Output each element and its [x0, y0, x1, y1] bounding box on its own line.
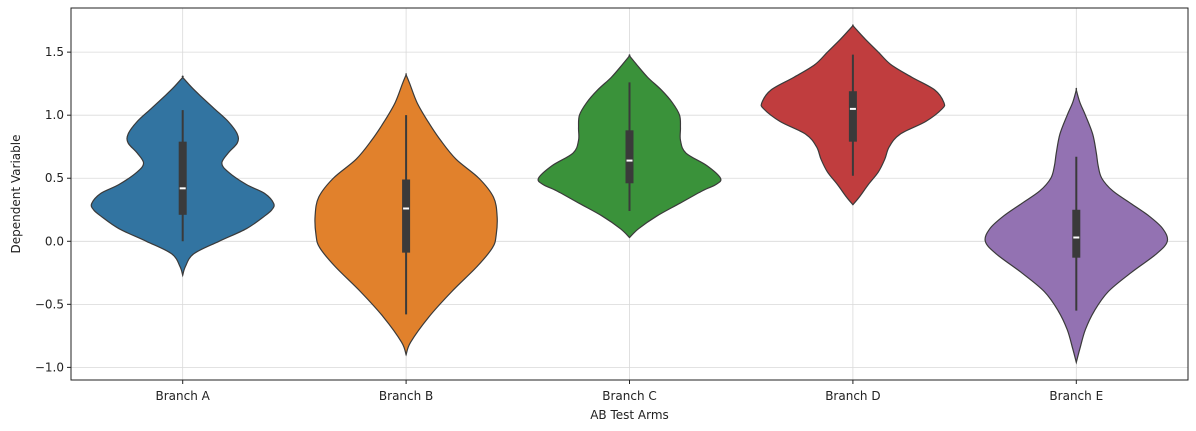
- violin-branch-d: [760, 24, 946, 206]
- x-tick-label: Branch E: [1049, 389, 1103, 403]
- y-tick-label: 0.5: [45, 171, 64, 185]
- violin-layer: [90, 24, 1169, 365]
- iqr-box: [848, 91, 857, 142]
- iqr-box: [1072, 209, 1081, 258]
- tick-layer: −1.0 −0.5 0.0 0.5 1.0 1.5 Branch A Branch B Bran…: [35, 45, 1103, 403]
- violin-branch-c: [537, 54, 722, 239]
- y-tick-label: 1.0: [45, 108, 64, 122]
- violin-branch-e: [984, 87, 1169, 365]
- y-tick-label: 0.0: [45, 234, 64, 248]
- y-tick-label: 1.5: [45, 45, 64, 59]
- x-tick-label: Branch C: [602, 389, 657, 403]
- y-axis-label: Dependent Variable: [9, 135, 23, 254]
- y-tick-label: −1.0: [35, 360, 64, 374]
- iqr-box: [402, 179, 411, 253]
- x-tick-label: Branch B: [379, 389, 433, 403]
- violin-branch-b: [314, 73, 498, 357]
- x-axis-label: AB Test Arms: [590, 408, 669, 422]
- iqr-box: [178, 141, 187, 215]
- y-tick-label: −0.5: [35, 297, 64, 311]
- x-tick-label: Branch D: [825, 389, 880, 403]
- x-tick-label: Branch A: [156, 389, 211, 403]
- violin-branch-a: [90, 75, 275, 278]
- iqr-box: [625, 130, 634, 184]
